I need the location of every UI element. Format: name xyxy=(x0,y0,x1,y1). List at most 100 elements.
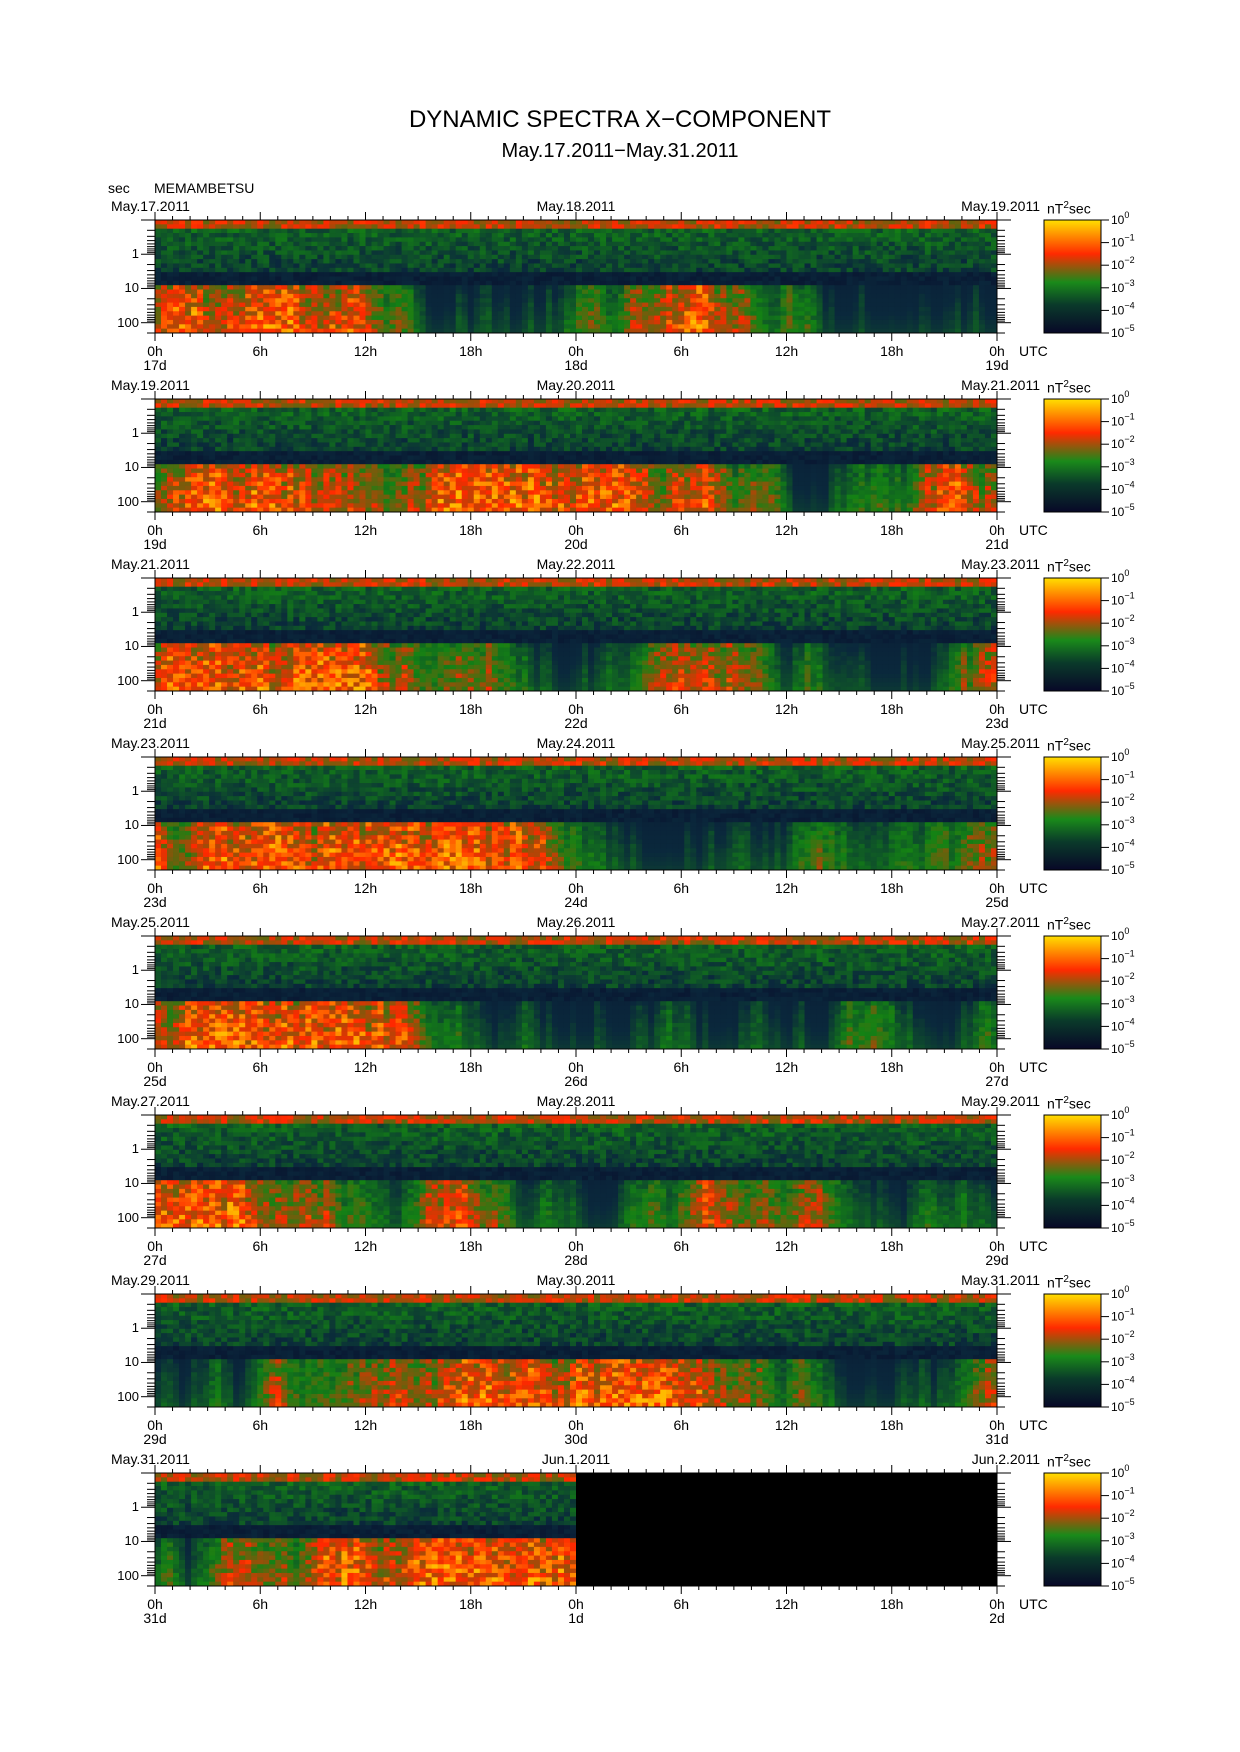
colorbar-unit-base: nT xyxy=(1047,201,1063,217)
spectrogram-cell xyxy=(263,319,270,325)
spectrogram-cell xyxy=(606,237,613,243)
spectrogram-cell xyxy=(323,455,330,461)
spectrogram-cell xyxy=(473,254,481,260)
spectrogram-cell xyxy=(425,263,433,269)
spectrogram-cell xyxy=(912,250,920,256)
spectrogram-cell xyxy=(786,311,793,317)
spectrogram-cell xyxy=(834,293,842,299)
spectrogram-cell xyxy=(858,285,866,290)
spectrogram-cell xyxy=(684,233,691,238)
spectrogram-cell xyxy=(521,276,529,282)
spectrogram-cell xyxy=(473,250,481,256)
spectrogram-cell xyxy=(203,468,210,474)
spectrogram-cell xyxy=(401,412,408,417)
spectrogram-cell xyxy=(618,272,625,277)
spectrogram-cell xyxy=(257,319,264,325)
spectrogram-cell xyxy=(738,302,745,308)
spectrogram-cell xyxy=(371,328,378,334)
spectrogram-cell xyxy=(990,267,998,273)
spectrogram-cell xyxy=(383,425,390,430)
spectrogram-cell xyxy=(305,464,312,469)
spectrogram-cell xyxy=(299,459,306,465)
spectrogram-cell xyxy=(275,272,282,277)
spectrogram-cell xyxy=(714,280,721,286)
spectrogram-cell xyxy=(816,263,823,269)
spectrogram-cell xyxy=(588,315,595,321)
spectrogram-cell xyxy=(407,319,415,325)
spectrogram-cell xyxy=(594,311,601,317)
spectrogram-cell xyxy=(858,250,866,256)
spectrogram-cell xyxy=(810,298,817,303)
spectrogram-cell xyxy=(521,220,529,225)
spectrogram-cell xyxy=(281,494,288,500)
spectrogram-cell xyxy=(954,306,962,312)
spectrogram-cell xyxy=(281,306,288,312)
spectrogram-cell xyxy=(948,246,956,251)
spectrogram-cell xyxy=(233,315,240,321)
spectrogram-cell xyxy=(305,490,312,496)
spectrogram-cell xyxy=(395,250,402,256)
spectrogram-cell xyxy=(455,246,463,251)
spectrogram-cell xyxy=(612,228,619,234)
spectrogram-cell xyxy=(978,276,986,282)
spectrogram-cell xyxy=(365,420,372,426)
spectrogram-cell xyxy=(744,289,751,295)
spectrogram-cell xyxy=(275,490,282,496)
spectrogram-cell xyxy=(257,412,264,417)
spectrogram-cell xyxy=(185,254,192,260)
spectrogram-cell xyxy=(708,228,715,234)
spectrogram-cell xyxy=(654,250,661,256)
spectrogram-cell xyxy=(798,280,805,286)
spectrogram-cell xyxy=(335,246,342,251)
spectrogram-cell xyxy=(762,237,769,243)
spectrogram-cell xyxy=(588,319,595,325)
spectrogram-cell xyxy=(864,319,872,325)
spectrogram-cell xyxy=(377,280,384,286)
spectrogram-cell xyxy=(209,220,216,225)
spectrogram-cell xyxy=(870,220,878,225)
spectrogram-cell xyxy=(984,306,992,312)
spectrogram-cell xyxy=(407,420,415,426)
spectrogram-cell xyxy=(371,315,378,321)
spectrogram-cell xyxy=(233,442,240,448)
spectrogram-cell xyxy=(293,324,300,330)
spectrogram-cell xyxy=(335,472,342,478)
spectrogram-cell xyxy=(371,220,378,225)
spectrogram-cell xyxy=(545,293,553,299)
spectrogram-cell xyxy=(281,481,288,487)
spectrogram-cell xyxy=(323,220,330,225)
spectrogram-cell xyxy=(161,289,168,295)
spectrogram-cell xyxy=(924,319,932,325)
spectrogram-cell xyxy=(371,459,378,465)
spectrogram-cell xyxy=(485,302,493,308)
spectrogram-cell xyxy=(413,425,421,430)
spectrogram-cell xyxy=(173,328,180,334)
spectrogram-cell xyxy=(828,302,836,308)
spectrogram-cell xyxy=(377,319,384,325)
spectrogram-cell xyxy=(726,298,733,303)
spectrogram-cell xyxy=(545,220,553,225)
spectrogram-cell xyxy=(768,315,775,321)
spectrogram-cell xyxy=(347,254,354,260)
colorbar-tick-label: 10−2 xyxy=(1111,255,1135,272)
spectrogram-cell xyxy=(732,263,739,269)
spectrogram-cell xyxy=(365,407,372,413)
spectrogram-cell xyxy=(287,438,294,443)
spectrogram-cell xyxy=(335,420,342,426)
spectrogram-cell xyxy=(702,289,709,295)
spectrogram-cell xyxy=(846,241,854,247)
spectrogram-cell xyxy=(419,280,427,286)
spectrogram-cell xyxy=(293,259,300,264)
y-tick-label: 100 xyxy=(0,315,139,330)
spectrogram-cell xyxy=(215,259,222,264)
spectrogram-cell xyxy=(888,328,896,334)
spectrogram-cell xyxy=(624,272,631,277)
spectrogram-cell xyxy=(738,259,745,264)
spectrogram-cell xyxy=(221,425,228,430)
spectrogram-cell xyxy=(744,246,751,251)
spectrogram-cell xyxy=(798,267,805,273)
spectrogram-cell xyxy=(401,451,408,456)
spectrogram-cell xyxy=(203,507,210,513)
spectrogram-cell xyxy=(245,285,252,290)
spectrogram-cell xyxy=(467,293,475,299)
